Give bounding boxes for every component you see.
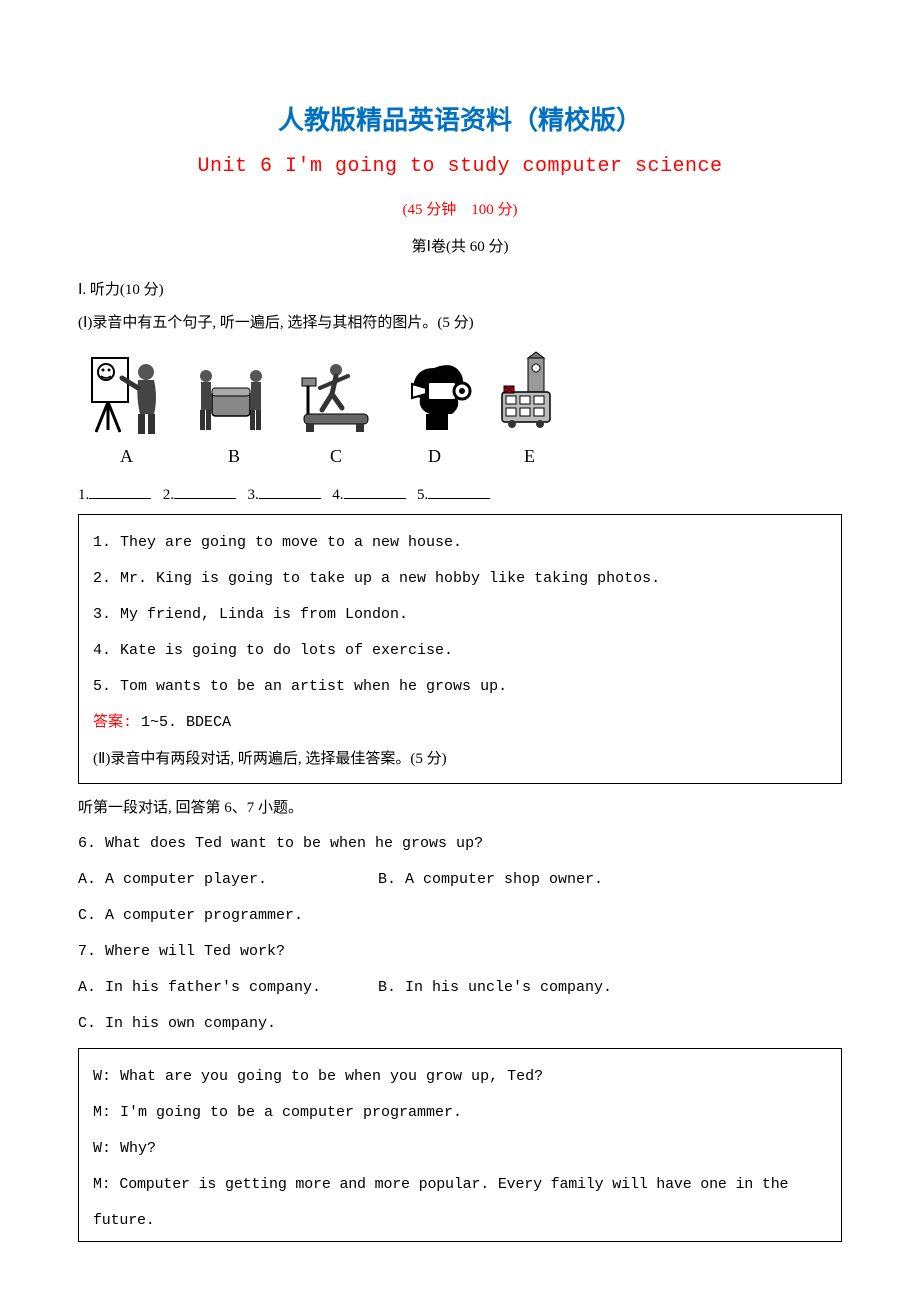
blank-1[interactable]: [89, 484, 151, 499]
part2-instruction: (Ⅱ)录音中有两段对话, 听两遍后, 选择最佳答案。(5 分): [93, 741, 827, 777]
q6-opt-c: C. A computer programmer.: [78, 898, 842, 934]
main-title: 人教版精品英语资料（精校版）: [78, 100, 842, 137]
document-page: 人教版精品英语资料（精校版） Unit 6 I'm going to study…: [0, 0, 920, 1288]
blank-2[interactable]: [174, 484, 236, 499]
blank-num-5: 5.: [417, 487, 428, 503]
q6-opt-b: B. A computer shop owner.: [378, 862, 842, 898]
option-d-icon: [412, 365, 470, 430]
box1-line-1: 1. They are going to move to a new house…: [93, 525, 827, 561]
q7-opt-c: C. In his own company.: [78, 1006, 842, 1042]
unit-title: Unit 6 I'm going to study computer scien…: [78, 155, 842, 178]
time-score: (45 分钟 100 分): [78, 198, 842, 219]
box2-line-2: M: I'm going to be a computer programmer…: [93, 1095, 827, 1131]
q6-opt-a: A. A computer player.: [78, 862, 378, 898]
dialogue1-intro: 听第一段对话, 回答第 6、7 小题。: [78, 790, 842, 826]
part1-instruction: (Ⅰ)录音中有五个句子, 听一遍后, 选择与其相符的图片。(5 分): [78, 307, 842, 340]
blank-num-3: 3.: [248, 487, 259, 503]
blank-num-2: 2.: [163, 487, 174, 503]
option-a-icon: [92, 358, 156, 434]
option-b-icon: [200, 370, 262, 430]
option-c-icon: [302, 364, 368, 432]
transcript-box-2: W: What are you going to be when you gro…: [78, 1048, 842, 1242]
blank-3[interactable]: [259, 484, 321, 499]
q7-stem: 7. Where will Ted work?: [78, 934, 842, 970]
q6-stem: 6. What does Ted want to be when he grow…: [78, 826, 842, 862]
box1-line-5: 5. Tom wants to be an artist when he gro…: [93, 669, 827, 705]
blank-num-1: 1.: [78, 487, 89, 503]
q7-opt-a: A. In his father's company.: [78, 970, 378, 1006]
blank-5[interactable]: [428, 484, 490, 499]
box1-line-2: 2. Mr. King is going to take up a new ho…: [93, 561, 827, 597]
box1-line-3: 3. My friend, Linda is from London.: [93, 597, 827, 633]
answer-label: 答案:: [93, 714, 141, 731]
box1-line-4: 4. Kate is going to do lots of exercise.: [93, 633, 827, 669]
label-a: A: [120, 446, 133, 466]
q6-options-ab: A. A computer player. B. A computer shop…: [78, 862, 842, 898]
section-label: 第Ⅰ卷(共 60 分): [78, 235, 842, 256]
image-options-row: A B C D E: [78, 350, 842, 470]
box1-answer-row: 答案: 1~5. BDECA: [93, 705, 827, 741]
box2-line-1: W: What are you going to be when you gro…: [93, 1059, 827, 1095]
listening-heading: Ⅰ. 听力(10 分): [78, 274, 842, 307]
q7-opt-b: B. In his uncle's company.: [378, 970, 842, 1006]
label-b: B: [228, 446, 240, 466]
blanks-row: 1. 2. 3. 4. 5.: [78, 484, 842, 504]
label-d: D: [428, 446, 441, 466]
q7-options-ab: A. In his father's company. B. In his un…: [78, 970, 842, 1006]
label-c: C: [330, 446, 342, 466]
transcript-box-1: 1. They are going to move to a new house…: [78, 514, 842, 784]
answer-value: 1~5. BDECA: [141, 714, 231, 731]
option-e-icon: [502, 352, 550, 428]
box2-line-3: W: Why?: [93, 1131, 827, 1167]
box2-line-4: M: Computer is getting more and more pop…: [93, 1167, 827, 1239]
blank-num-4: 4.: [332, 487, 343, 503]
label-e: E: [524, 446, 535, 466]
blank-4[interactable]: [344, 484, 406, 499]
